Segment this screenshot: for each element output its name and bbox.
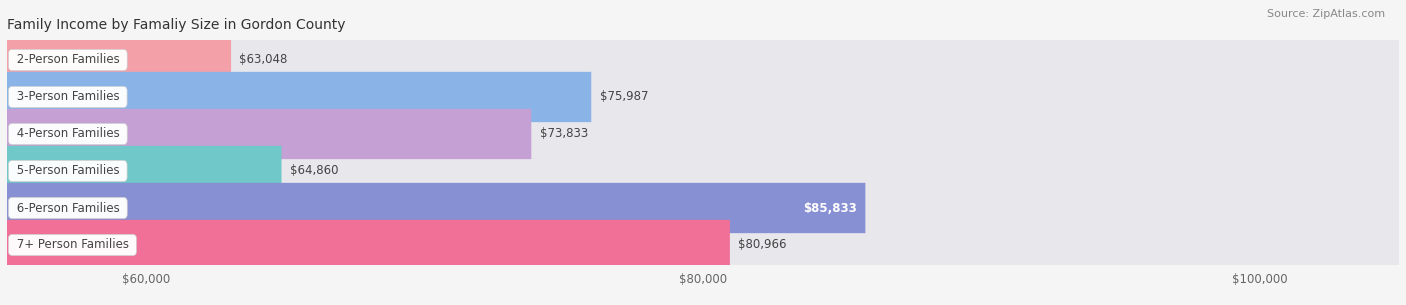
Text: $64,860: $64,860 [290, 164, 339, 178]
FancyBboxPatch shape [7, 183, 1399, 233]
Text: 7+ Person Families: 7+ Person Families [13, 239, 132, 252]
FancyBboxPatch shape [7, 35, 1399, 85]
FancyBboxPatch shape [7, 109, 1399, 159]
Text: 5-Person Families: 5-Person Families [13, 164, 122, 178]
FancyBboxPatch shape [7, 72, 592, 122]
Text: 3-Person Families: 3-Person Families [13, 91, 122, 103]
Text: Source: ZipAtlas.com: Source: ZipAtlas.com [1267, 9, 1385, 19]
Text: 4-Person Families: 4-Person Families [13, 127, 124, 141]
FancyBboxPatch shape [7, 72, 1399, 122]
FancyBboxPatch shape [7, 146, 1399, 196]
Text: $73,833: $73,833 [540, 127, 588, 141]
FancyBboxPatch shape [7, 35, 231, 85]
FancyBboxPatch shape [7, 146, 281, 196]
Text: 2-Person Families: 2-Person Families [13, 53, 124, 66]
FancyBboxPatch shape [7, 220, 1399, 270]
Text: $75,987: $75,987 [599, 91, 648, 103]
Text: $63,048: $63,048 [239, 53, 288, 66]
Text: $85,833: $85,833 [803, 202, 858, 214]
Text: 6-Person Families: 6-Person Families [13, 202, 124, 214]
FancyBboxPatch shape [7, 183, 865, 233]
FancyBboxPatch shape [7, 109, 531, 159]
FancyBboxPatch shape [7, 220, 730, 270]
Text: Family Income by Famaliy Size in Gordon County: Family Income by Famaliy Size in Gordon … [7, 18, 346, 31]
Text: $80,966: $80,966 [738, 239, 787, 252]
